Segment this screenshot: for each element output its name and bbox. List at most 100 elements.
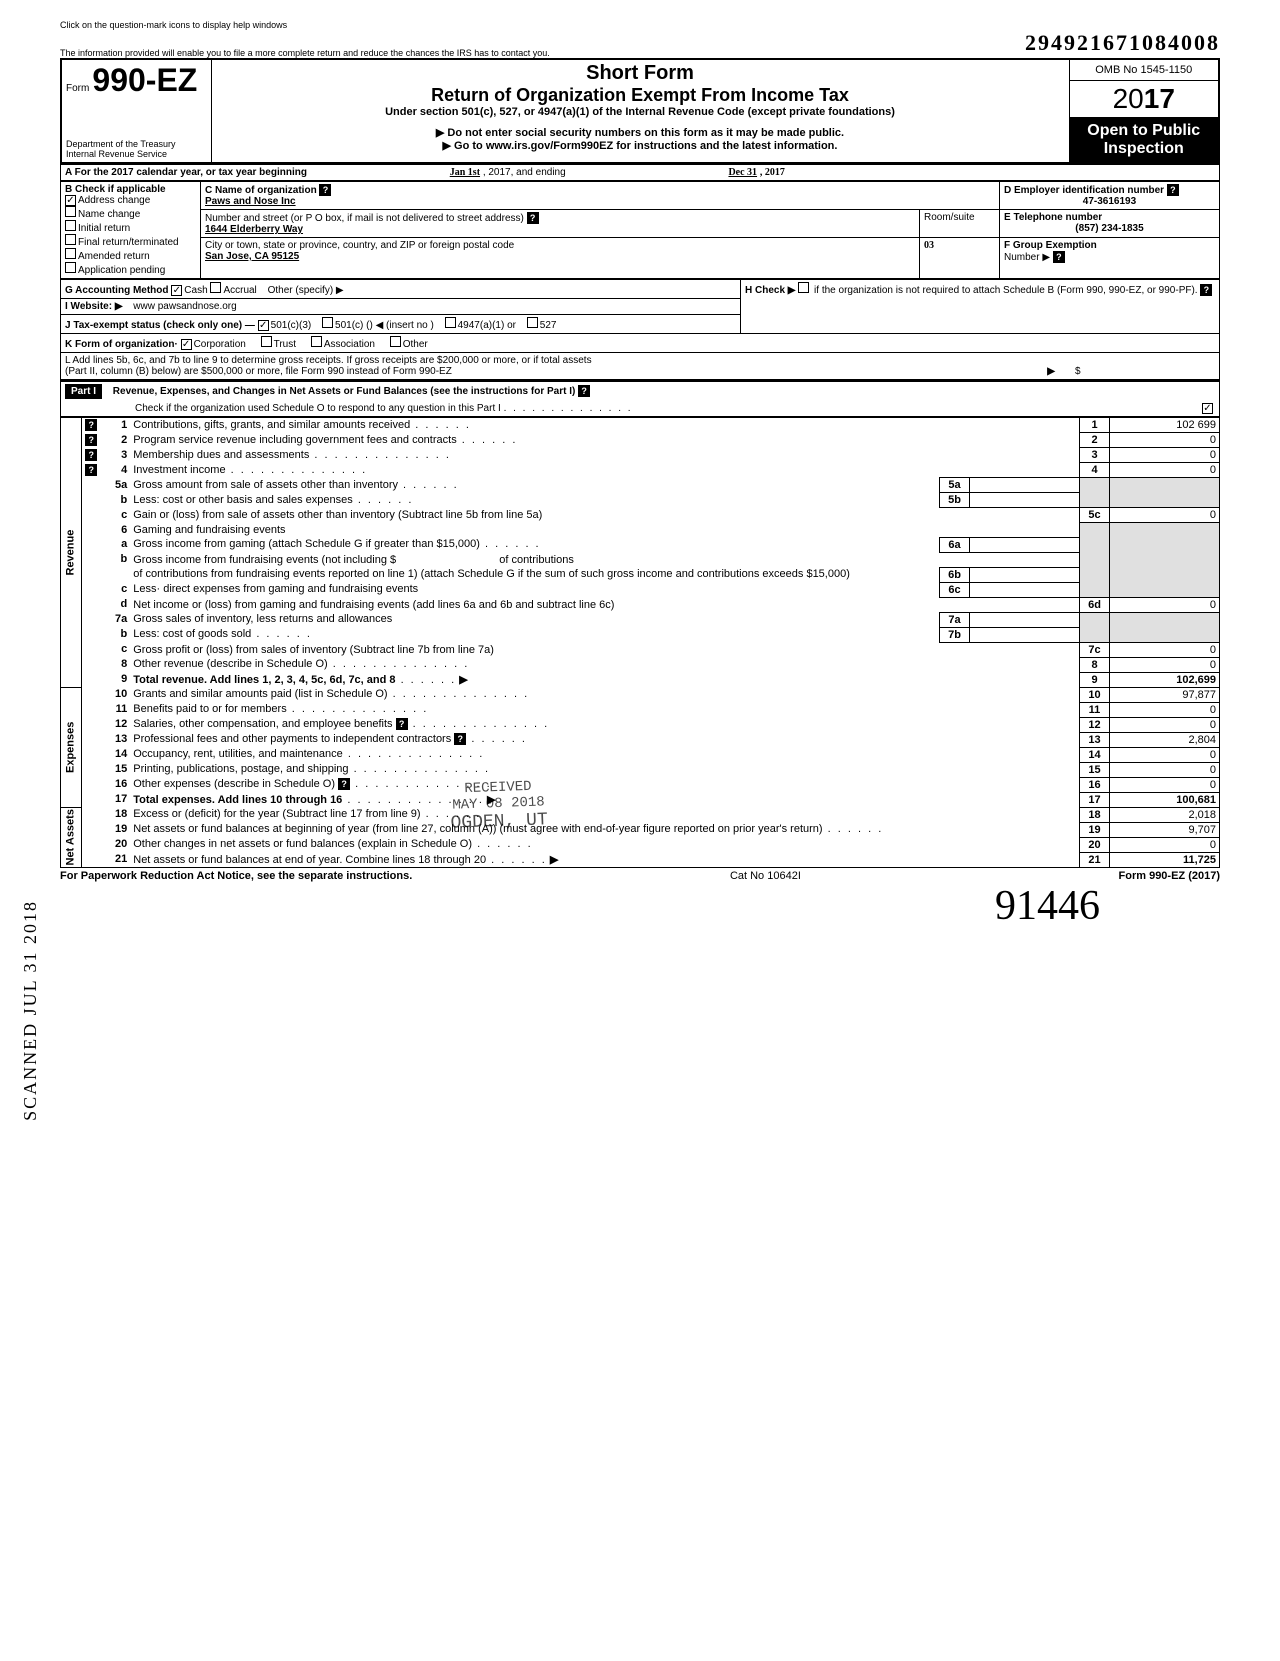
line-17-text: Total expenses. Add lines 10 through 16 xyxy=(133,794,342,806)
line-7a-text: Gross sales of inventory, less returns a… xyxy=(133,613,392,625)
hint-line2: The information provided will enable you… xyxy=(60,48,1025,58)
info-grid: B Check if applicable ✓Address change Na… xyxy=(60,181,1220,279)
part1-check-line: Check if the organization used Schedule … xyxy=(135,403,501,414)
sec-d-label: D Employer identification number xyxy=(1004,185,1164,196)
line-2-text: Program service revenue including govern… xyxy=(133,434,456,446)
chk-h[interactable] xyxy=(798,282,809,293)
received-stamp: RECEIVED MAY 08 2018 OGDEN, UT xyxy=(449,778,548,833)
chk-527[interactable] xyxy=(527,317,538,328)
chk-corp[interactable]: ✓ xyxy=(181,339,192,350)
ein-value: 47-3616193 xyxy=(1004,196,1215,207)
year-prefix: 20 xyxy=(1113,83,1144,114)
dln-number: 294921671084008 xyxy=(1025,30,1220,56)
footer-row: For Paperwork Reduction Act Notice, see … xyxy=(60,868,1220,882)
chk-schedule-o[interactable]: ✓ xyxy=(1202,403,1213,414)
chk-address[interactable]: ✓Address change xyxy=(65,195,196,206)
line-7b-amount xyxy=(970,627,1080,642)
line-21-text: Net assets or fund balances at end of ye… xyxy=(133,854,486,866)
line-11-amount: 0 xyxy=(1110,702,1220,717)
city-label: City or town, state or province, country… xyxy=(205,240,514,251)
line-6b-text2: of contributions from fundraising events… xyxy=(133,568,850,580)
open-line1: Open to Public xyxy=(1074,122,1215,140)
form-prefix: Form xyxy=(66,83,89,94)
help-icon[interactable]: ? xyxy=(578,385,590,397)
line-12-amount: 0 xyxy=(1110,717,1220,732)
help-icon[interactable]: ? xyxy=(338,778,350,790)
help-icon[interactable]: ? xyxy=(85,449,97,461)
line-21-amount: 11,725 xyxy=(1110,852,1220,868)
line-8-amount: 0 xyxy=(1110,657,1220,672)
help-icon[interactable]: ? xyxy=(396,718,408,730)
sec-l-line2: (Part II, column (B) below) are $500,000… xyxy=(65,366,1027,377)
line-9-text: Total revenue. Add lines 1, 2, 3, 4, 5c,… xyxy=(133,674,395,686)
line-15-text: Printing, publications, postage, and shi… xyxy=(133,763,348,775)
chk-initial[interactable]: Initial return xyxy=(65,220,196,234)
help-icon[interactable]: ? xyxy=(1053,251,1065,263)
open-public: Open to Public Inspection xyxy=(1070,118,1219,162)
line-6d-text: Net income or (loss) from gaming and fun… xyxy=(133,599,614,611)
side-expenses: Expenses xyxy=(61,687,82,807)
year-end-yr: , 2017 xyxy=(760,167,785,178)
room-label: Room/suite xyxy=(924,212,975,223)
line-3-text: Membership dues and assessments xyxy=(133,449,309,461)
chk-name[interactable]: Name change xyxy=(65,206,196,220)
chk-trust[interactable] xyxy=(261,336,272,347)
line-2-amount: 0 xyxy=(1110,433,1220,448)
help-icon[interactable]: ? xyxy=(527,212,539,224)
help-icon[interactable]: ? xyxy=(85,419,97,431)
title-short: Short Form xyxy=(216,62,1065,85)
form-number: 990-EZ xyxy=(92,62,197,98)
side-revenue: Revenue xyxy=(61,418,82,688)
line-20-text: Other changes in net assets or fund bala… xyxy=(133,838,472,850)
line-7b-text: Less: cost of goods sold xyxy=(133,628,251,640)
part1-header-row: Part I Revenue, Expenses, and Changes in… xyxy=(60,380,1220,417)
chk-501c[interactable] xyxy=(322,317,333,328)
sec-k-label: K Form of organization· xyxy=(65,339,178,350)
line-6b-text: Gross income from fundraising events (no… xyxy=(133,554,396,566)
city-value: San Jose, CA 95125 xyxy=(205,251,299,262)
line-5a-amount xyxy=(970,478,1080,493)
sec-h-label: H Check ▶ xyxy=(745,285,795,296)
line-6a-amount xyxy=(970,537,1080,552)
top-hints: Click on the question-mark icons to disp… xyxy=(60,20,1220,58)
sec-f-label: F Group Exemption xyxy=(1004,240,1097,251)
sec-l-line1: L Add lines 5b, 6c, and 7b to line 9 to … xyxy=(65,355,1215,366)
chk-4947[interactable] xyxy=(445,317,456,328)
ssn-warning: ▶ Do not enter social security numbers o… xyxy=(216,126,1065,139)
section-a-row: A For the 2017 calendar year, or tax yea… xyxy=(60,164,1220,181)
year-end: Dec 31 xyxy=(728,167,757,178)
chk-amended[interactable]: Amended return xyxy=(65,248,196,262)
chk-accrual[interactable] xyxy=(210,282,221,293)
line-6b-amount xyxy=(970,567,1080,582)
arrow-icon: ▶ xyxy=(1047,366,1055,377)
scanned-sidebar: SCANNED JUL 31 2018 xyxy=(20,900,41,1121)
street-value: 1644 Elderberry Way xyxy=(205,224,303,235)
header-block: Form 990-EZ Department of the Treasury I… xyxy=(60,58,1220,164)
chk-final[interactable]: Final return/terminated xyxy=(65,234,196,248)
line-15-amount: 0 xyxy=(1110,762,1220,777)
chk-501c3[interactable]: ✓ xyxy=(258,320,269,331)
sec-b-label: B Check if applicable xyxy=(65,184,196,195)
help-icon[interactable]: ? xyxy=(85,464,97,476)
line-10-text: Grants and similar amounts paid (list in… xyxy=(133,688,387,700)
hint-line1: Click on the question-mark icons to disp… xyxy=(60,20,1220,30)
dept-irs: Internal Revenue Service xyxy=(66,149,207,159)
help-icon[interactable]: ? xyxy=(1200,284,1212,296)
line-5b-amount xyxy=(970,493,1080,508)
chk-assoc[interactable] xyxy=(311,336,322,347)
help-icon[interactable]: ? xyxy=(85,434,97,446)
chk-other[interactable] xyxy=(390,336,401,347)
help-icon[interactable]: ? xyxy=(319,184,331,196)
help-icon[interactable]: ? xyxy=(454,733,466,745)
stamp-location: OGDEN, UT xyxy=(450,810,548,833)
line-5c-amount: 0 xyxy=(1110,508,1220,523)
help-icon[interactable]: ? xyxy=(1167,184,1179,196)
line-6a-text: Gross income from gaming (attach Schedul… xyxy=(133,538,480,550)
other-specify: Other (specify) ▶ xyxy=(268,285,344,296)
line-6d-amount: 0 xyxy=(1110,597,1220,612)
chk-pending[interactable]: Application pending xyxy=(65,262,196,276)
chk-cash[interactable]: ✓ xyxy=(171,285,182,296)
line-4-amount: 0 xyxy=(1110,463,1220,478)
sec-a-label: A For the 2017 calendar year, or tax yea… xyxy=(65,167,307,178)
line-18-text: Excess or (deficit) for the year (Subtra… xyxy=(133,808,420,820)
